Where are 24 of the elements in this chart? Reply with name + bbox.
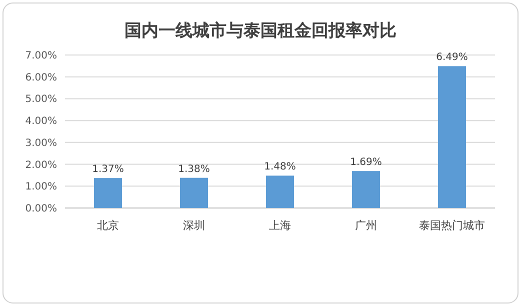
chart-title: 国内一线城市与泰国租金回报率对比 [124,21,396,41]
data-label: 6.49% [436,52,468,64]
y-tick-label: 1.00% [25,182,57,193]
y-tick-label: 7.00% [25,50,57,62]
y-tick-label: 2.00% [25,160,57,171]
y-tick-label: 3.00% [25,138,57,149]
x-tick-label: 北京 [97,219,119,232]
bar [266,176,294,208]
bar [438,66,466,208]
data-label: 1.69% [350,157,382,168]
bar [94,178,122,208]
x-tick-label: 上海 [269,219,291,232]
data-label: 1.37% [92,164,124,176]
data-label: 1.48% [264,162,296,173]
y-tick-label: 4.00% [25,116,57,128]
x-tick-label: 深圳 [183,219,205,232]
data-label: 1.38% [178,164,210,175]
y-tick-label: 6.00% [25,72,57,84]
x-tick-label: 泰国热门城市 [419,219,485,232]
y-tick-label: 0.00% [25,204,57,214]
y-tick-label: 5.00% [25,94,57,106]
bar [352,171,380,208]
bar [180,178,208,208]
x-tick-label: 广州 [355,219,377,232]
